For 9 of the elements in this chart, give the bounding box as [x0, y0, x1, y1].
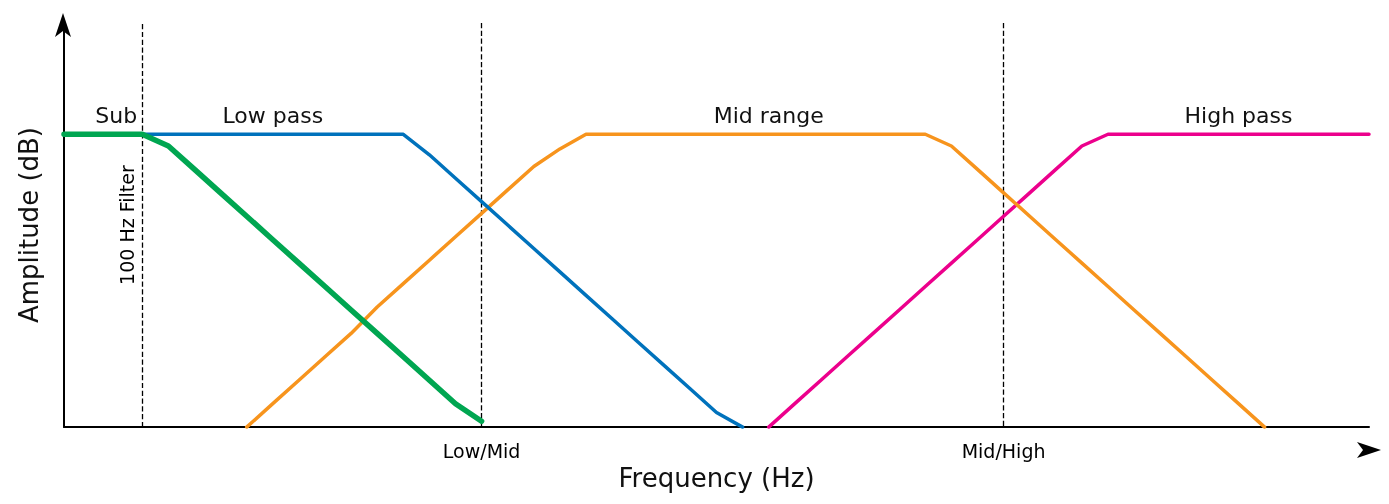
series-label: Low pass: [222, 102, 324, 128]
annotation: 100 Hz Filter: [115, 165, 138, 285]
series-label: High pass: [1184, 102, 1293, 128]
series-label: Mid range: [713, 102, 824, 128]
series-label: Sub: [95, 102, 138, 128]
x-tick-label: Low/Mid: [442, 439, 521, 462]
y-axis-title: Amplitude (dB): [14, 126, 44, 324]
x-tick-label: Mid/High: [961, 439, 1046, 462]
x-axis-title: Frequency (Hz): [618, 463, 815, 493]
